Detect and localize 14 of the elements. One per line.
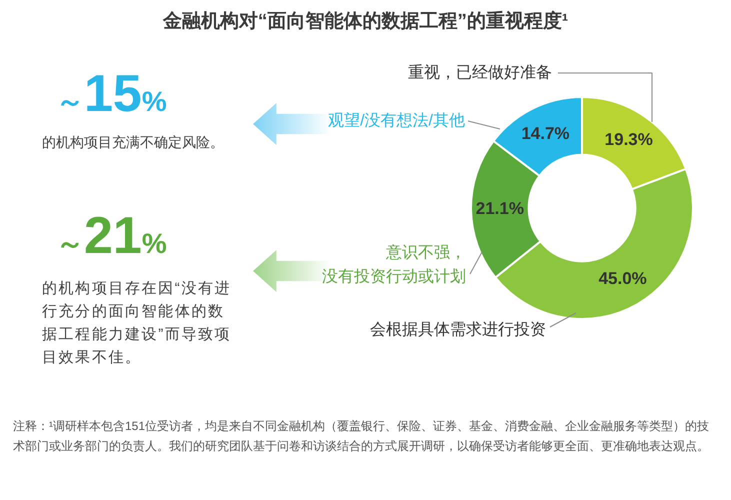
slice-label: 会根据具体需求进行投资: [370, 320, 546, 338]
chart-title: 金融机构对“面向智能体的数据工程”的重视程度¹: [162, 10, 570, 34]
slice-label: 重视，已经做好准备: [408, 63, 552, 82]
slice-label: 意识不强，没有投资行动或计划: [322, 243, 466, 286]
data-label: 14.7%: [521, 124, 570, 144]
text: 的机构项目充满不确定风险。: [42, 133, 225, 152]
data-label: 19.3%: [604, 130, 653, 150]
data-label: 45.0%: [598, 269, 647, 288]
text: ～15%: [56, 65, 167, 123]
data-label: 21.1%: [476, 198, 524, 218]
text: ～21%: [56, 207, 167, 265]
text: 的机构项目存在因“没有进行充分的面向智能体的数据工程能力建设”而导致项目效果不佳。: [42, 279, 232, 368]
slice-label: 观望/没有想法/其他: [328, 111, 465, 130]
text: 注释：¹调研样本包含151位受访者，均是来自不同金融机构（覆盖银行、保险、证券、基金、消费金融、企业金融服务等类型）的技术部门或业务部门的负责人。我们的研究团队基于问卷和访谈结合的方式展开调研，以确保受访者能够更全面、更准确地表达观点。: [13, 418, 710, 455]
